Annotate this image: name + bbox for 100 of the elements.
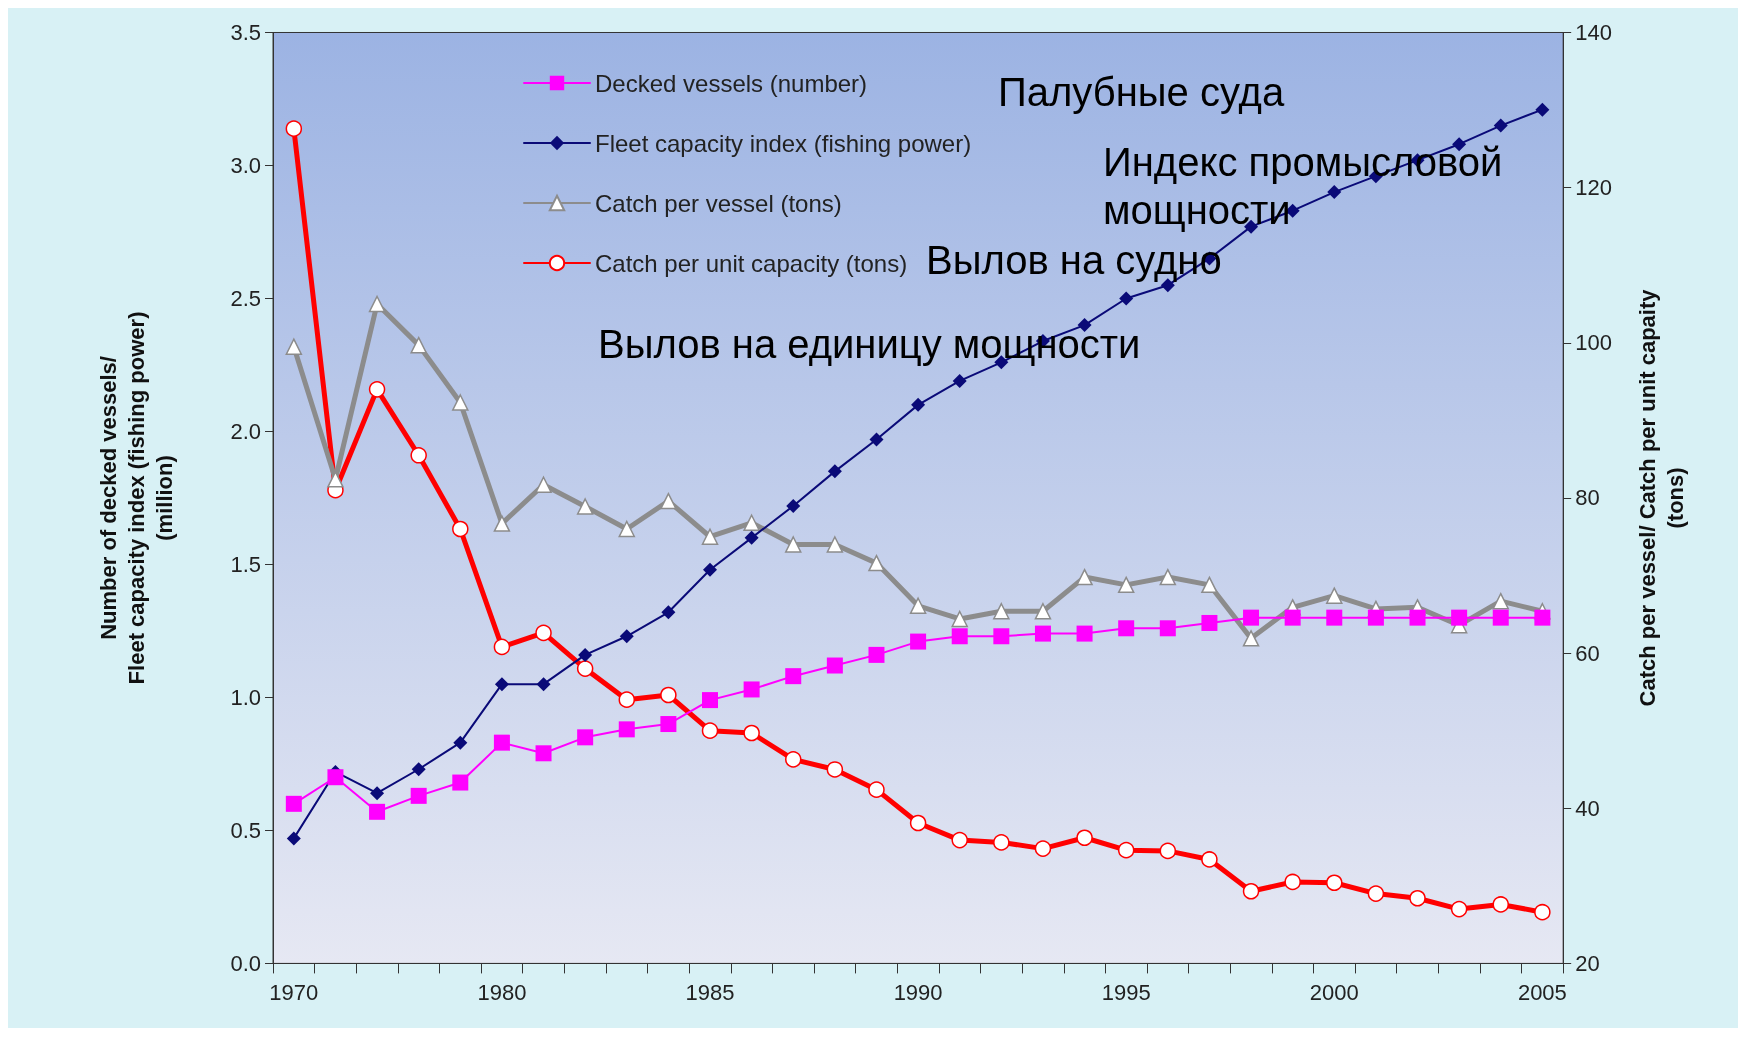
point (1284, 873, 1301, 891)
point (1326, 587, 1343, 604)
point (493, 515, 511, 532)
x-tick-label: 2005 (1517, 979, 1567, 1005)
point (618, 520, 636, 538)
y-tick-label: 2.5 (230, 285, 262, 311)
point (1117, 841, 1135, 859)
annotation: Палубные суда (998, 70, 1285, 114)
legend-label: Catch per vessel (tons) (595, 189, 842, 217)
y2-tick-label: 120 (1575, 175, 1612, 201)
x-tick-label: 1990 (893, 979, 943, 1005)
point (327, 471, 344, 488)
point (286, 831, 301, 846)
point (993, 834, 1010, 851)
point (368, 295, 386, 313)
point (910, 633, 927, 650)
x-tick-label: 2000 (1309, 979, 1359, 1005)
y2-tick-label: 140 (1575, 20, 1612, 45)
y2-axis-title: Catch per vessel/ Catch per unit capaity (tons) (1634, 288, 1688, 707)
point (285, 338, 303, 355)
point (744, 530, 759, 545)
point (701, 722, 719, 739)
point (827, 464, 842, 479)
y-tick-label: 1.0 (230, 684, 262, 710)
point (452, 774, 469, 791)
y2-tick-label: 100 (1575, 330, 1612, 356)
point (619, 629, 634, 644)
point (618, 721, 635, 738)
y-tick-label: 0.5 (230, 817, 262, 843)
point (1159, 842, 1177, 860)
point (1242, 883, 1260, 900)
point (951, 610, 968, 628)
point (1492, 609, 1509, 626)
point (1034, 602, 1052, 620)
y-tick-label: 1.5 (230, 551, 262, 577)
point (951, 628, 968, 645)
point (661, 605, 676, 620)
point (535, 624, 552, 642)
point (1076, 829, 1093, 846)
point (1493, 118, 1508, 133)
y2-tick-label: 20 (1575, 950, 1600, 976)
point (576, 660, 594, 677)
y2-tick-label: 40 (1575, 795, 1600, 821)
point (1159, 568, 1177, 586)
point (1492, 592, 1509, 610)
point (1327, 185, 1342, 200)
y-tick-label: 3.0 (230, 152, 262, 178)
point (1409, 890, 1426, 907)
point (452, 520, 469, 538)
point (535, 745, 552, 762)
y-tick-label: 2.0 (230, 418, 262, 444)
point (826, 761, 844, 778)
point (1450, 900, 1468, 918)
point (951, 831, 968, 849)
point (327, 769, 344, 786)
y2-tick-label: 80 (1575, 485, 1600, 511)
point (410, 787, 427, 804)
point (660, 492, 677, 510)
point (410, 336, 427, 354)
point (911, 397, 926, 412)
point (826, 657, 843, 674)
point (1242, 630, 1260, 647)
point (701, 528, 719, 545)
point (618, 691, 636, 708)
point (536, 677, 551, 692)
point (1326, 874, 1343, 891)
point (285, 795, 302, 812)
legend-label: Decked vessels (number) (595, 69, 868, 97)
point (1243, 609, 1260, 626)
point (784, 536, 802, 553)
x-tick-label: 1995 (1101, 979, 1151, 1005)
point (411, 762, 426, 777)
point (368, 381, 386, 398)
point (1534, 903, 1551, 921)
point (494, 677, 509, 692)
point (410, 447, 427, 464)
point (785, 668, 802, 685)
point (1034, 625, 1051, 642)
point (370, 786, 385, 801)
point (577, 729, 594, 746)
point (1076, 625, 1093, 642)
point (869, 432, 884, 447)
point (660, 686, 677, 704)
point (452, 394, 469, 411)
point (493, 638, 511, 656)
x-tick-label: 1985 (685, 979, 735, 1005)
point (369, 803, 386, 820)
point (1451, 609, 1468, 626)
y2-tick-label: 60 (1575, 640, 1600, 666)
legend-label: Catch per unit capacity (tons) (595, 249, 908, 277)
point (703, 562, 718, 577)
point (1492, 896, 1509, 913)
point (578, 647, 593, 662)
y-tick-label: 0.0 (230, 950, 262, 976)
point (1409, 609, 1426, 626)
point (1284, 609, 1301, 626)
point (1201, 576, 1218, 594)
point (576, 498, 594, 515)
point (535, 476, 552, 494)
point (826, 536, 844, 553)
